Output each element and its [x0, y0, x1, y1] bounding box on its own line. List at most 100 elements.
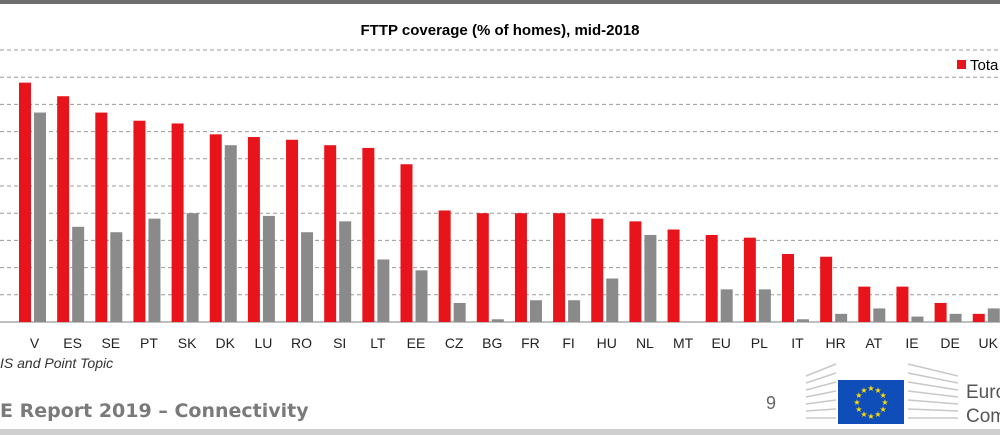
- bar-total-nl: [629, 221, 642, 322]
- bar-rural-sk: [186, 213, 199, 322]
- bar-total-si: [324, 145, 337, 322]
- top-rule: [0, 0, 1000, 4]
- legend-swatch-total: [957, 60, 966, 69]
- ec-building-logo-right-icon: [907, 363, 959, 419]
- x-tick-label-hr: HR: [826, 335, 846, 351]
- flag-star-icon: ★: [855, 391, 862, 400]
- x-tick-label-mt: MT: [673, 335, 694, 351]
- flag-star-icon: ★: [855, 405, 862, 414]
- x-tick-label-lv: V: [30, 335, 40, 351]
- x-tick-label-eu: EU: [711, 335, 730, 351]
- bar-rural-nl: [644, 234, 657, 322]
- bar-rural-eu: [720, 289, 733, 322]
- bar-total-hr: [820, 256, 833, 322]
- bar-rural-se: [110, 232, 123, 322]
- source-note: IS and Point Topic: [0, 355, 114, 371]
- bar-rural-pt: [148, 218, 161, 322]
- x-tick-label-de: DE: [940, 335, 959, 351]
- x-tick-label-lt: LT: [370, 335, 386, 351]
- x-tick-label-es: ES: [63, 335, 82, 351]
- bar-total-se: [95, 112, 108, 322]
- footer-report-title: E Report 2019 – Connectivity: [0, 400, 309, 422]
- bar-total-ee: [400, 164, 413, 322]
- footer: [0, 379, 1000, 435]
- bar-total-pl: [743, 237, 756, 322]
- bar-rural-uk: [987, 308, 1000, 322]
- x-tick-label-uk: UK: [979, 335, 999, 351]
- bar-rural-fr: [529, 300, 542, 322]
- x-tick-label-si: SI: [333, 335, 346, 351]
- bar-total-lt: [362, 147, 375, 322]
- bar-total-pt: [133, 120, 146, 322]
- bar-total-bg: [476, 213, 489, 322]
- bar-total-at: [858, 286, 871, 322]
- flag-star-icon: ★: [860, 386, 867, 395]
- x-tick-label-ie: IE: [905, 335, 918, 351]
- bar-total-uk: [972, 313, 985, 322]
- bar-total-fr: [514, 213, 527, 322]
- eu-flag-icon: ★ ★ ★ ★ ★ ★ ★ ★ ★ ★ ★ ★: [838, 380, 904, 424]
- bar-rural-bg: [491, 319, 504, 322]
- bar-rural-at: [873, 308, 886, 322]
- chart-title: FTTP coverage (% of homes), mid-2018: [360, 22, 640, 39]
- bar-rural-ro: [301, 232, 314, 322]
- x-tick-label-ee: EE: [407, 335, 426, 351]
- x-tick-label-sk: SK: [178, 335, 197, 351]
- flag-star-icon: ★: [874, 410, 881, 419]
- bar-total-cz: [438, 210, 451, 322]
- flag-star-icon: ★: [880, 405, 887, 414]
- bar-total-dk: [209, 134, 222, 322]
- bar-rural-hr: [835, 313, 848, 322]
- bar-total-ie: [896, 286, 909, 322]
- x-tick-label-dk: DK: [216, 335, 236, 351]
- bar-total-es: [57, 96, 70, 323]
- x-tick-label-pl: PL: [751, 335, 768, 351]
- flag-star-icon: ★: [874, 386, 881, 395]
- flag-star-icon: ★: [867, 412, 874, 421]
- bar-rural-lt: [377, 259, 390, 322]
- flag-star-icon: ★: [880, 391, 887, 400]
- bar-rural-hu: [606, 278, 619, 322]
- flag-star-icon: ★: [881, 398, 888, 407]
- flag-star-icon: ★: [867, 384, 874, 393]
- bar-rural-de: [949, 313, 962, 322]
- x-tick-label-it: IT: [791, 335, 804, 351]
- bar-rural-cz: [453, 302, 466, 322]
- x-tick-label-se: SE: [101, 335, 120, 351]
- flag-star-icon: ★: [853, 398, 860, 407]
- x-tick-label-cz: CZ: [445, 335, 464, 351]
- bar-rural-es: [72, 226, 85, 322]
- bar-rural-lu: [262, 215, 275, 322]
- bar-rural-lv: [34, 112, 46, 322]
- bar-total-eu: [705, 234, 718, 322]
- bar-total-de: [934, 302, 947, 322]
- bar-rural-dk: [224, 145, 237, 322]
- x-tick-label-lu: LU: [254, 335, 272, 351]
- x-tick-label-ro: RO: [291, 335, 312, 351]
- bottom-strip: [0, 429, 1000, 435]
- legend-label-total: Tota: [970, 57, 999, 74]
- org-name-line2: Com: [966, 406, 1000, 427]
- bar-rural-si: [339, 221, 352, 322]
- bar-rural-ie: [911, 316, 924, 322]
- bar-chart: V ES SE PT SK DK LU RO SI LT EE CZ BG FR FI HU NL MT EU PL I…: [0, 49, 1000, 351]
- bar-rural-it: [797, 319, 809, 322]
- bar-total-mt: [667, 229, 680, 322]
- x-tick-label-bg: BG: [482, 335, 502, 351]
- x-tick-label-fi: FI: [562, 335, 574, 351]
- bar-total-hu: [591, 218, 604, 322]
- page-number: 9: [766, 393, 777, 413]
- x-tick-label-pt: PT: [140, 335, 158, 351]
- x-tick-label-hu: HU: [597, 335, 617, 351]
- bar-rural-fi: [568, 300, 581, 322]
- x-tick-label-at: AT: [865, 335, 882, 351]
- ec-building-logo-icon: [805, 363, 837, 419]
- bar-total-sk: [171, 123, 184, 322]
- bar-total-ro: [286, 139, 299, 322]
- bar-rural-pl: [758, 289, 771, 322]
- bar-total-lu: [247, 137, 260, 322]
- chart-legend: Tota: [957, 57, 998, 74]
- bar-total-it: [782, 254, 794, 322]
- x-tick-label-nl: NL: [636, 335, 654, 351]
- org-name-line1: Euro: [966, 382, 1000, 403]
